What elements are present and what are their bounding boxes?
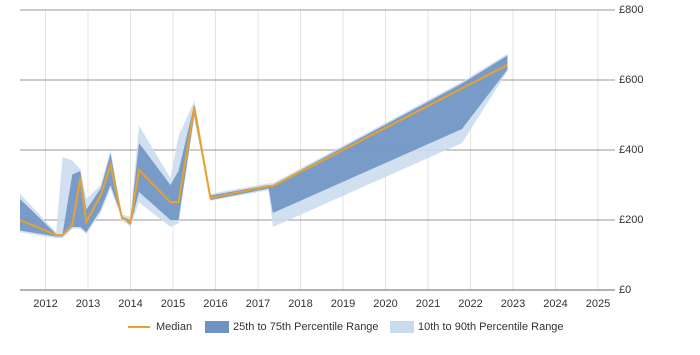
percentile-band [20, 55, 508, 237]
x-tick-label: 2020 [373, 298, 397, 310]
y-tick-label: £800 [619, 4, 643, 16]
x-tick-label: 2025 [586, 298, 610, 310]
y-tick-label: £200 [619, 214, 643, 226]
median-line [19, 64, 508, 237]
x-tick-label: 2012 [33, 298, 57, 310]
y-tick-label: £600 [619, 74, 643, 86]
x-tick-label: 2023 [501, 298, 525, 310]
x-tick-label: 2022 [458, 298, 482, 310]
x-tick-label: 2019 [331, 298, 355, 310]
legend-swatch [205, 321, 229, 333]
legend-label: Median [156, 321, 192, 333]
x-tick-label: 2013 [76, 298, 100, 310]
legend-swatch [390, 321, 414, 333]
x-tick-label: 2016 [203, 298, 227, 310]
x-tick-label: 2017 [246, 298, 270, 310]
x-tick-label: 2014 [118, 298, 142, 310]
x-tick-label: 2024 [543, 298, 567, 310]
x-tick-label: 2018 [288, 298, 312, 310]
y-tick-label: £0 [619, 284, 631, 296]
legend-label: 10th to 90th Percentile Range [418, 321, 564, 333]
y-tick-label: £400 [619, 144, 643, 156]
x-tick-label: 2015 [161, 298, 185, 310]
x-tick-label: 2021 [416, 298, 440, 310]
legend-label: 25th to 75th Percentile Range [233, 321, 379, 333]
